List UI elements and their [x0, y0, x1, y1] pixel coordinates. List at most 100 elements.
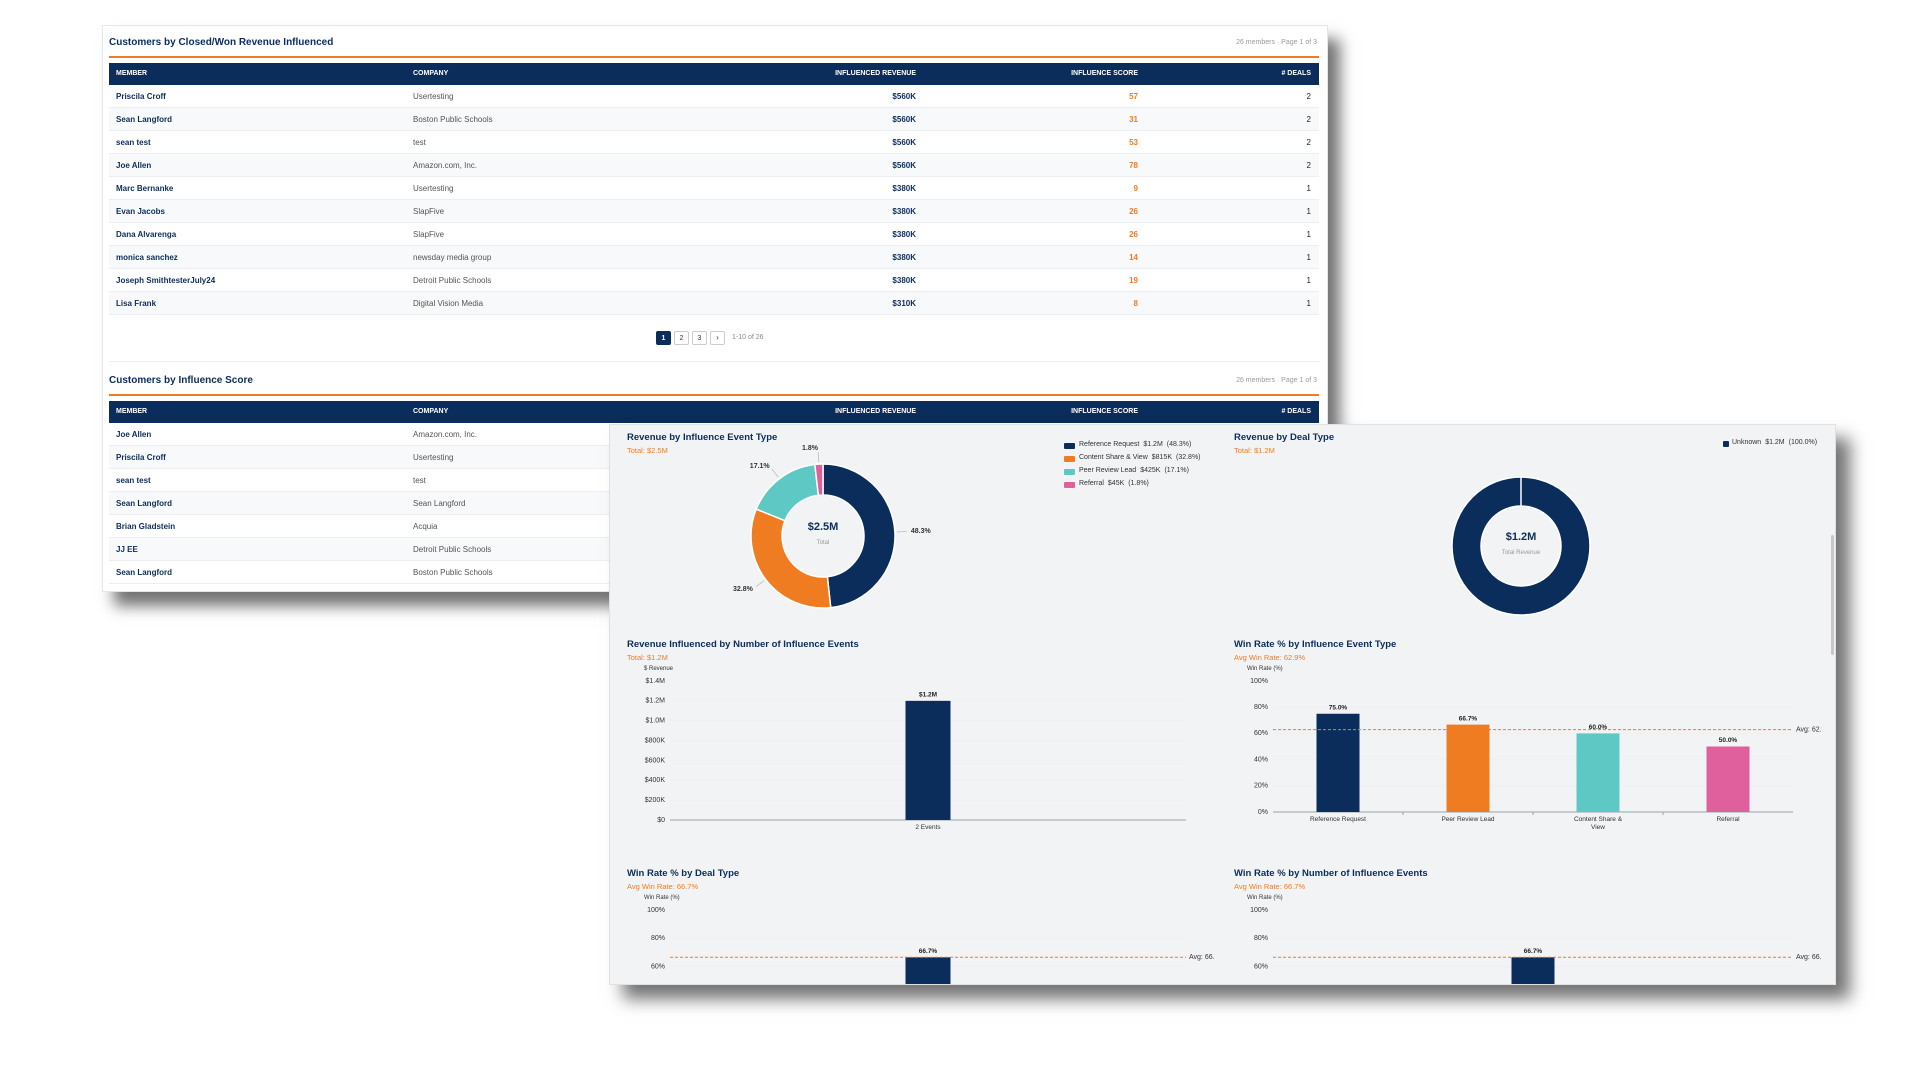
column-header: COMPANY: [413, 70, 449, 77]
average-label: Avg: 62.9%: [1796, 726, 1822, 733]
legend-text: Unknown $1.2M (100.0%): [1732, 439, 1817, 446]
column-header: INFLUENCED REVENUE: [835, 70, 916, 77]
donut-slice[interactable]: [822, 463, 896, 609]
donut-center-label: Total Revenue: [1501, 550, 1541, 556]
table-cell: Sean Langford: [116, 499, 173, 508]
table-cell: SlapFive: [413, 207, 445, 216]
page-next[interactable]: ›: [710, 331, 725, 345]
bar[interactable]: [1576, 733, 1620, 812]
donut-slice[interactable]: [1451, 476, 1591, 616]
column-header: MEMBER: [116, 408, 148, 415]
y-tick-label: 40%: [1254, 756, 1268, 763]
table-cell: test: [413, 138, 426, 147]
page-button[interactable]: 1: [656, 331, 671, 345]
table-cell: Joe Allen: [116, 161, 152, 170]
legend-value-labels: $815K: [1151, 454, 1172, 461]
table-cell: Boston Public Schools: [413, 115, 493, 124]
bar[interactable]: [1511, 957, 1555, 985]
table-row[interactable]: Sean Langford Boston Public Schools $560K 3…: [109, 108, 1319, 131]
leader-line: [817, 452, 820, 463]
y-axis-label: $ Revenue: [644, 666, 674, 672]
column-header: MEMBER: [116, 70, 148, 77]
x-tick-label: Content Share & View: [1573, 816, 1623, 831]
bar[interactable]: [905, 957, 951, 985]
average-label: Avg: 66.7%: [1796, 954, 1822, 961]
column-header: # DEALS: [1281, 408, 1311, 415]
legend-value-labels: $425K: [1140, 467, 1161, 474]
slice-label: 48.3%: [911, 528, 932, 535]
table-cell: JJ EE: [116, 545, 138, 554]
table-cell: Evan Jacobs: [116, 207, 165, 216]
bar[interactable]: [905, 700, 951, 820]
table-cell: Detroit Public Schools: [413, 276, 492, 285]
legend-text: Content Share & View $815K (32.8%): [1079, 454, 1201, 461]
chart-subtitle: Avg Win Rate: 66.7%: [1234, 882, 1306, 891]
chart: 0%20%40%60%80%100%66.7%Avg: 66.7%: [647, 907, 1215, 985]
table-cell: sean test: [116, 138, 151, 147]
chart: 0% 20% 40% 60% 80% 100% 75.0% 66.7% 60.0% 50.0% Av…: [1250, 678, 1822, 816]
table-cell: $560K: [892, 115, 916, 124]
legend-value-labels: $45K: [1107, 480, 1125, 487]
table-row[interactable]: monica sanchez newsday media group $380K 14…: [109, 246, 1319, 269]
table-row[interactable]: Joseph SmithtesterJuly24 Detroit Public S…: [109, 269, 1319, 292]
chart-subtitle: Total: $1.2M: [627, 653, 668, 662]
y-tick-label: 60%: [1254, 964, 1268, 971]
table-row[interactable]: Joe Allen Amazon.com, Inc. $560K 78 2: [109, 154, 1319, 177]
table-cell: 57: [1129, 92, 1138, 101]
y-tick-label: 80%: [1254, 704, 1268, 711]
donut-slice[interactable]: [755, 463, 820, 522]
value-label: 66.7%: [919, 948, 938, 955]
page-button[interactable]: 3: [692, 331, 707, 345]
donut-center-value: $2.5M: [807, 521, 839, 533]
table-cell: 2: [1306, 138, 1311, 147]
table-cell: Sean Langford: [116, 568, 173, 577]
table-cell: 1: [1306, 207, 1311, 216]
table-row[interactable]: Dana Alvarenga SlapFive $380K 26 1: [109, 223, 1319, 246]
donut-slice[interactable]: [750, 508, 832, 609]
bar[interactable]: [1446, 724, 1490, 812]
table-cell: 31: [1129, 115, 1138, 124]
chart-title: Revenue by Influence Event Type: [627, 432, 778, 443]
table-cell: $560K: [892, 161, 916, 170]
slice-label: 17.1%: [750, 463, 771, 470]
donut-center-value: $1.2M: [1505, 531, 1537, 543]
table-row[interactable]: Marc Bernanke Usertesting $380K 9 1: [109, 177, 1319, 200]
table-cell: 53: [1129, 138, 1138, 147]
table-row[interactable]: Evan Jacobs SlapFive $380K 26 1: [109, 200, 1319, 223]
donut-slice[interactable]: [813, 463, 824, 497]
table-cell: sean test: [116, 476, 151, 485]
section-meta: 26 members · Page 1 of 3: [1236, 39, 1317, 46]
table-cell: 26: [1129, 230, 1138, 239]
y-tick-label: $1.4M: [646, 678, 666, 685]
bar[interactable]: [1316, 713, 1360, 812]
chart-subtitle: Total: $1.2M: [1234, 446, 1275, 455]
legend-categories: Unknown: [1732, 439, 1762, 446]
chart-title: Revenue Influenced by Number of Influenc…: [627, 639, 859, 650]
table-cell: Joe Allen: [116, 430, 152, 439]
table-cell: Sean Langford: [116, 115, 173, 124]
table-header: MEMBER COMPANY INFLUENCED REVENUE INFLUENCE…: [109, 401, 1319, 423]
table-cell: 26: [1129, 207, 1138, 216]
chart-card: 0%20%40%60%80%100%66.7%Avg: 66.7%Win Rat…: [1221, 862, 1822, 985]
table-cell: 19: [1129, 276, 1138, 285]
chart-card: 48.3% 32.8% 17.1% 1.8% Revenue by Influence …: [614, 426, 1215, 627]
table-row[interactable]: Priscila Croff Usertesting $560K 57 2: [109, 85, 1319, 108]
legend-legend-share-labels: (100.0%): [1788, 439, 1818, 446]
table-cell: 14: [1129, 253, 1138, 262]
chart-title: Revenue by Deal Type: [1234, 432, 1335, 443]
y-tick-label: $1.2M: [646, 698, 666, 705]
table-row[interactable]: sean test test $560K 53 2: [109, 131, 1319, 154]
y-tick-label: $600K: [645, 757, 666, 764]
legend-legend-share-labels: (32.8%): [1176, 454, 1201, 461]
chart: 48.3% 32.8% 17.1% 1.8%: [733, 445, 932, 609]
chart-card: $0 $200K $400K $600K $800K $1.0M $1.2M $1.4M $1.…: [614, 633, 1215, 856]
table-cell: 2: [1306, 92, 1311, 101]
table-row[interactable]: Lisa Frank Digital Vision Media $310K 8 1: [109, 292, 1319, 315]
bar[interactable]: [1706, 746, 1750, 813]
table-cell: 8: [1133, 299, 1138, 308]
table-cell: Usertesting: [413, 184, 454, 193]
page-button[interactable]: 2: [674, 331, 689, 345]
chart-subtitle: Total: $2.5M: [627, 446, 668, 455]
legend-categories: Referral: [1079, 480, 1104, 487]
y-tick-label: 100%: [1250, 678, 1268, 685]
